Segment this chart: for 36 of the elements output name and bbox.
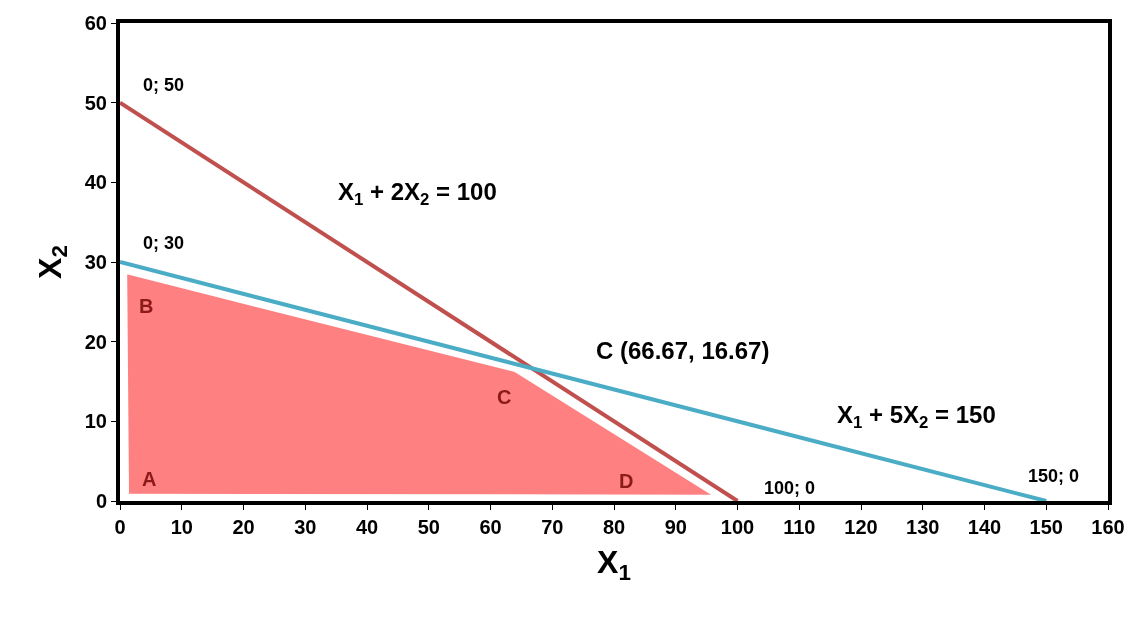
annotation: C [497,386,512,408]
x-tick-label: 100 [720,516,755,538]
annotation: A [142,468,157,490]
x-tick-label: 60 [479,516,502,538]
y-tick-label: 50 [84,91,107,114]
x-tick-label: 90 [664,516,687,538]
y-tick-label: 0 [95,490,107,512]
x-tick-label: 120 [844,516,878,538]
x-tick-label: 20 [232,516,255,538]
x-tick-label: 10 [170,516,193,538]
annotation: 0; 50 [143,75,185,95]
x-tick-label: 140 [967,516,1002,538]
x-tick-label: 80 [602,516,626,538]
x-tick-label: 30 [294,516,317,538]
x-tick-label: 110 [783,516,816,538]
y-tick-label: 10 [84,410,107,433]
annotation: B [139,295,154,317]
x-tick-label: 150 [1029,516,1063,538]
annotation: X$_{1}$ + 5X$_{2}$ = 150 [837,401,996,433]
y-tick-label: 30 [84,251,107,273]
x-tick-label: 160 [1091,516,1125,538]
x-tick-label: 50 [417,516,440,538]
x-tick-label: 70 [541,516,564,538]
x-tick-label: 0 [114,516,126,538]
y-tick-label: 20 [84,330,107,353]
y-tick-label: 40 [84,171,107,194]
annotation: C (66.67, 16.67) [596,337,770,364]
annotation: 100; 0 [764,478,816,498]
annotation: X$_{1}$ + 2X$_{2}$ = 100 [338,178,497,210]
annotation: 150; 0 [1028,466,1080,486]
y-tick-label: 60 [84,12,107,34]
x-tick-label: 40 [355,516,379,538]
annotation: 0; 30 [143,233,185,253]
x-tick-label: 130 [906,516,940,538]
x-axis-title: X$_{1}$ [597,544,631,586]
annotation: D [619,470,634,492]
